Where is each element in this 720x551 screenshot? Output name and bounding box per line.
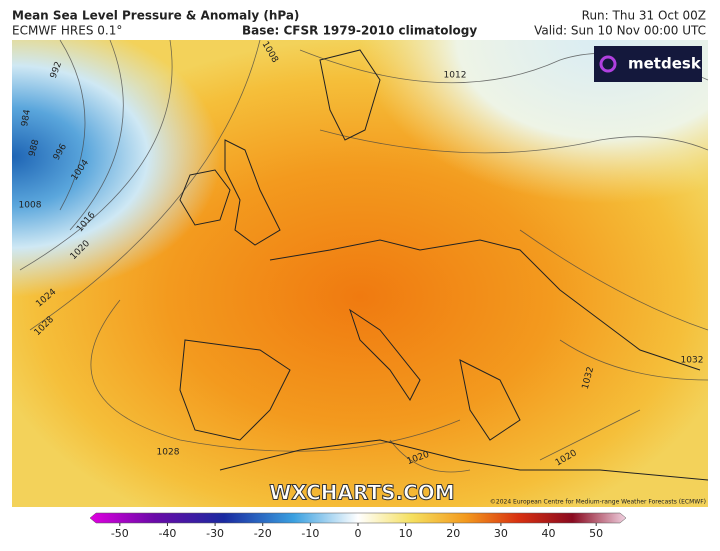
colorbar-tick-label: -10 [301,527,319,540]
colorbar-tick-label: 20 [446,527,460,540]
colorbar-tick-label: -20 [254,527,272,540]
contour-label: 984 [20,108,33,127]
colorbar: -50 -40 -30 -20 -10 0 10 20 30 40 50 [89,512,627,540]
watermark: WXCHARTS.COM [269,481,454,505]
base: Base: CFSR 1979-2010 climatology [242,24,477,38]
logo: metdesk [628,55,702,73]
colorbar-tick-label: 50 [589,527,603,540]
valid: Valid: Sun 10 Nov 00:00 UTC [534,24,706,38]
colorbar-tick-label: -40 [158,527,176,540]
colorbar-tick-label: -50 [111,527,129,540]
colorbar-tick-label: -30 [206,527,224,540]
colorbar-tick-label: 40 [542,527,556,540]
map: 9849889929961004100810081012101610201024… [12,39,709,507]
contour-label: 1028 [157,448,180,458]
copyright: ©2024 European Centre for Medium-range W… [490,499,706,506]
title: Mean Sea Level Pressure & Anomaly (hPa) [12,9,299,23]
colorbar-tick-label: 10 [399,527,413,540]
contour-label: 1032 [681,356,704,366]
contour-label: 988 [27,138,41,157]
colorbar-tick-label: 30 [494,527,508,540]
model: ECMWF HRES 0.1° [12,24,122,38]
colorbar-tick-label: 0 [355,527,362,540]
contour-label: 1008 [19,201,42,211]
run: Run: Thu 31 Oct 00Z [582,9,706,23]
contour-label: 1012 [444,71,467,81]
